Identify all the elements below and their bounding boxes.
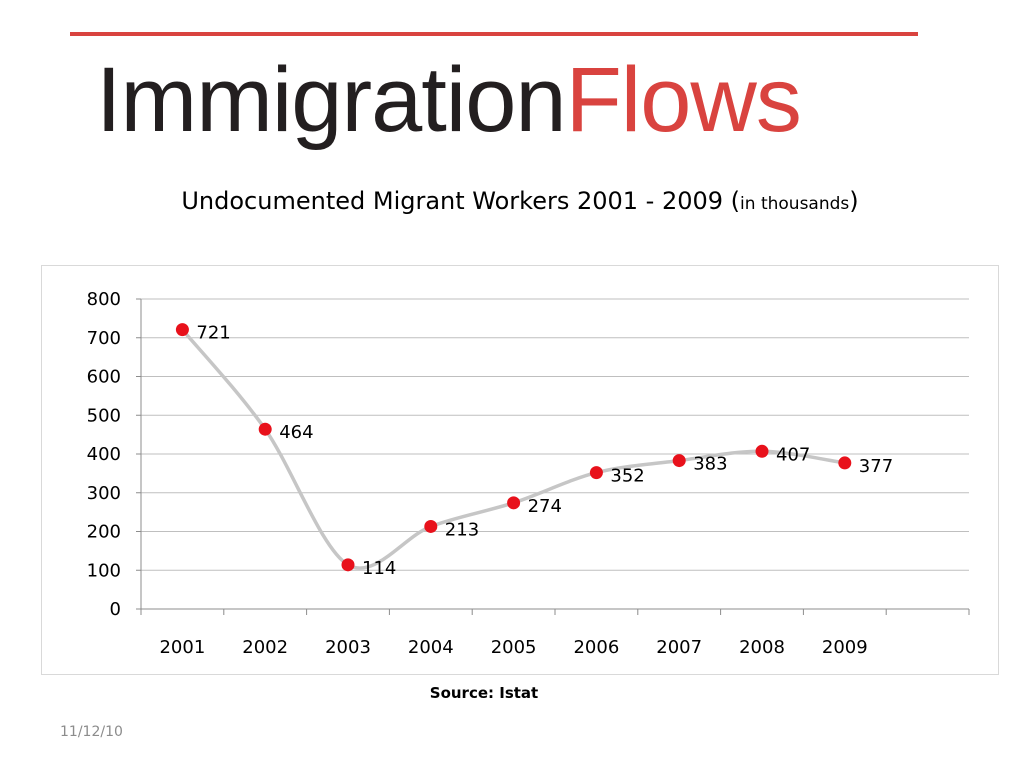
chart-frame: 0 100 200 300 400 500 600 700 800 2001 2002 2003 200…: [41, 265, 999, 675]
x-tick-label: 2005: [491, 637, 537, 658]
y-tick-label: 500: [87, 405, 121, 426]
chart-title-close: ): [849, 187, 859, 215]
data-point-marker: [507, 496, 521, 510]
x-tick-label: 2006: [573, 637, 619, 658]
data-point-marker: [341, 558, 355, 572]
data-point-marker: [175, 323, 189, 337]
x-tick-label: 2004: [408, 637, 454, 658]
data-point-marker: [755, 444, 769, 458]
x-tick-label: 2007: [656, 637, 702, 658]
series-line: [180, 327, 847, 570]
y-tick-label: 800: [87, 289, 121, 310]
y-tick-label: 200: [87, 522, 121, 543]
x-tick-label: 2003: [325, 637, 371, 658]
chart-title: Undocumented Migrant Workers 2001 - 2009…: [0, 187, 1024, 215]
data-point-marker: [424, 519, 438, 533]
data-label: 213: [445, 519, 479, 540]
data-label: 407: [776, 444, 810, 465]
data-point-marker: [838, 456, 852, 470]
top-rule: [70, 32, 918, 36]
data-label: 114: [362, 558, 396, 579]
brand-part-flows: Flows: [565, 49, 802, 151]
y-tick-label: 600: [87, 367, 121, 388]
x-tick-label: 2002: [242, 637, 288, 658]
y-tick-label: 300: [87, 483, 121, 504]
data-label: 377: [859, 456, 893, 477]
y-tick-label: 0: [110, 599, 121, 620]
data-label: 464: [279, 422, 313, 443]
data-point-marker: [589, 466, 603, 480]
data-point-marker: [258, 422, 272, 436]
chart-title-unit: in thousands: [740, 194, 850, 214]
data-label: 721: [196, 323, 230, 344]
brand-part-immigration: Immigration: [96, 49, 567, 151]
x-tick-label: 2001: [159, 637, 205, 658]
x-tick-label: 2009: [822, 637, 868, 658]
slide-date: 11/12/10: [60, 724, 123, 740]
brand-title: ImmigrationFlows: [96, 49, 802, 151]
data-point-marker: [672, 454, 686, 468]
chart-title-text: Undocumented Migrant Workers 2001 - 2009…: [181, 187, 741, 215]
line-chart: 0 100 200 300 400 500 600 700 800 2001 2002 2003 200…: [87, 289, 970, 658]
data-label: 274: [528, 496, 562, 517]
data-label: 352: [610, 466, 644, 487]
data-label: 383: [693, 454, 727, 475]
y-tick-label: 700: [87, 328, 121, 349]
x-tick-label: 2008: [739, 637, 785, 658]
source-note: Source: Istat: [429, 684, 539, 702]
y-tick-label: 400: [87, 444, 121, 465]
y-tick-label: 100: [87, 560, 121, 581]
